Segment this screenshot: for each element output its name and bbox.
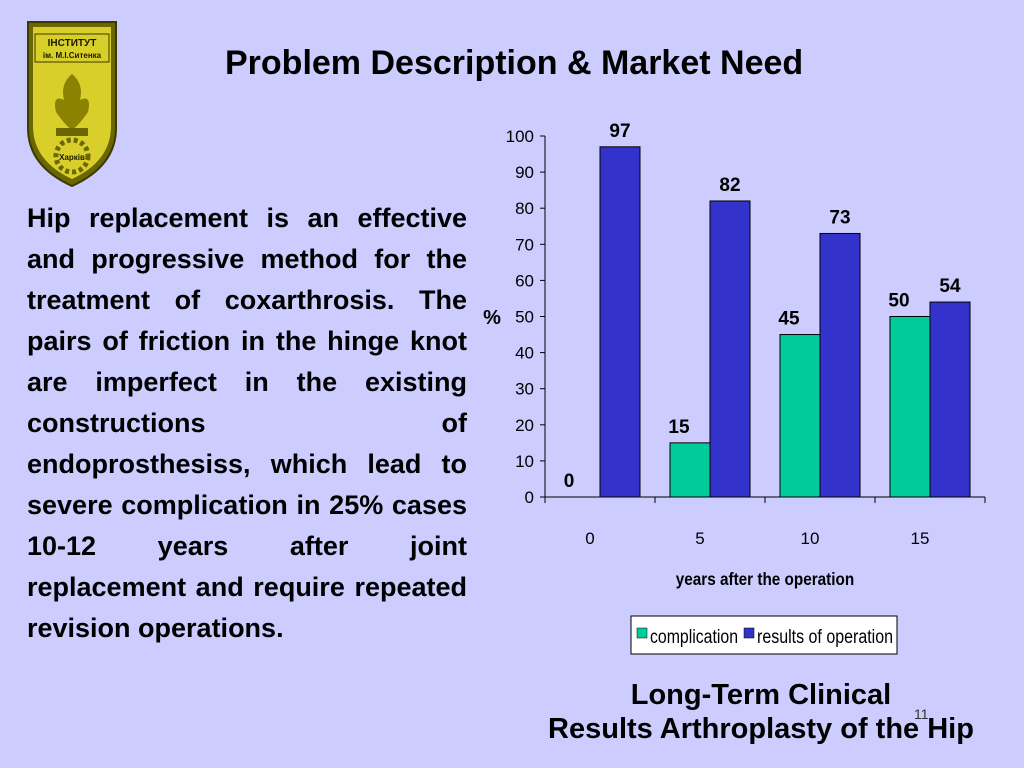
y-tick-label: 80 bbox=[515, 199, 534, 218]
y-tick-label: 100 bbox=[506, 127, 534, 146]
data-label: 82 bbox=[719, 175, 740, 196]
caption-line1: Long-Term Clinical bbox=[630, 679, 892, 711]
caption-line2: Results Arthroplasty of the Hip bbox=[548, 713, 974, 745]
logo-text-line2: ім. М.І.Ситенка bbox=[43, 51, 102, 60]
legend-label-results: results of operation bbox=[757, 627, 893, 648]
y-tick-label: 50 bbox=[515, 308, 534, 327]
bar-results-of-operation bbox=[599, 146, 641, 498]
slide-number: 11 bbox=[914, 706, 929, 722]
x-tick-label: 10 bbox=[801, 529, 820, 548]
x-tick-label: 0 bbox=[585, 529, 594, 548]
bar-results-of-operation bbox=[709, 200, 751, 498]
bar-complication bbox=[779, 334, 821, 498]
logo-text-line1: ІНСТИТУТ bbox=[48, 38, 97, 49]
data-label: 50 bbox=[888, 291, 909, 312]
y-tick-label: 70 bbox=[515, 235, 534, 254]
page-title: Problem Description & Market Need bbox=[225, 44, 804, 82]
legend: complication results of operation bbox=[630, 615, 898, 655]
x-tick-label: 5 bbox=[695, 529, 704, 548]
bar-complication bbox=[669, 442, 711, 498]
data-label: 15 bbox=[668, 417, 690, 438]
bar-results-of-operation bbox=[929, 301, 971, 498]
y-tick-label: 30 bbox=[515, 380, 534, 399]
y-tick-label: 10 bbox=[515, 452, 534, 471]
y-tick-label: 40 bbox=[515, 344, 534, 363]
legend-label-complication: complication bbox=[650, 627, 738, 648]
bar-complication bbox=[889, 316, 931, 498]
data-label: 73 bbox=[829, 207, 850, 228]
data-label: 54 bbox=[939, 276, 961, 297]
bar-results-of-operation bbox=[819, 232, 861, 498]
y-tick-label: 0 bbox=[525, 488, 534, 507]
institute-logo: ІНСТИТУТ ім. М.І.Ситенка Харків bbox=[27, 21, 117, 188]
legend-swatch-results bbox=[743, 627, 755, 639]
x-tick-label: 15 bbox=[911, 529, 930, 548]
data-label: 45 bbox=[778, 309, 800, 330]
data-label: 0 bbox=[564, 471, 575, 492]
body-text: Hip replacement is an effective and prog… bbox=[27, 203, 467, 643]
y-tick-label: 20 bbox=[515, 416, 534, 435]
bar-chart: 0 10 20 30 40 50 60 70 80 90 100 0 0 97 5 15 82 10 45 73 15 5… bbox=[483, 121, 986, 655]
chart-caption: Long-Term Clinical Results Arthroplasty … bbox=[522, 678, 1000, 746]
y-tick-label: 60 bbox=[515, 271, 534, 290]
y-tick-label: 90 bbox=[515, 163, 534, 182]
x-axis-label: years after the operation bbox=[676, 569, 854, 589]
y-axis-label: % bbox=[483, 307, 501, 329]
data-label: 97 bbox=[609, 121, 630, 142]
legend-swatch-complication bbox=[636, 627, 648, 639]
logo-text-bottom: Харків bbox=[59, 153, 85, 162]
plot-area: 0 10 20 30 40 50 60 70 80 90 100 0 0 97 5 15 82 10 45 73 15 5… bbox=[506, 121, 986, 548]
legend-box bbox=[630, 615, 898, 655]
